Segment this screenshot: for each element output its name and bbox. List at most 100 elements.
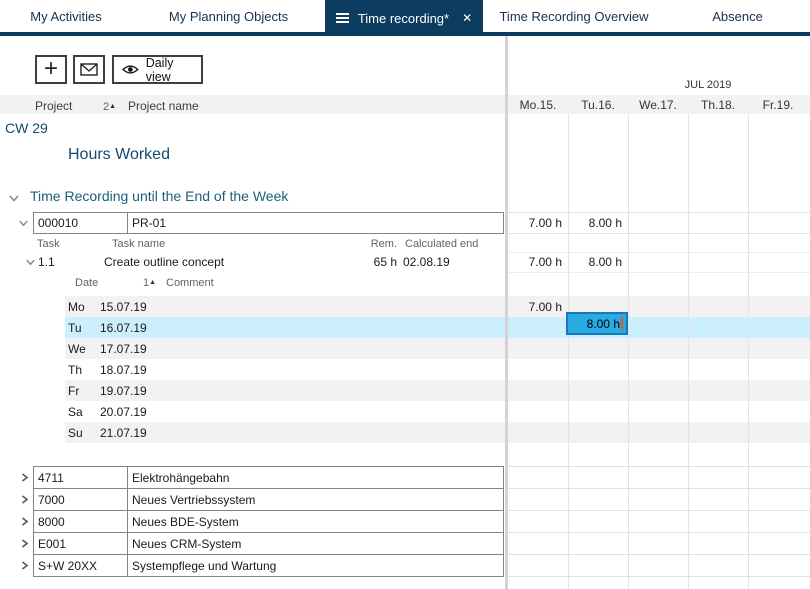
date-value: 21.07.19 bbox=[100, 426, 147, 440]
tab-time-recording[interactable]: Time recording* ✕ bbox=[325, 0, 483, 36]
chevron-right-icon[interactable] bbox=[20, 538, 29, 549]
column-header-date[interactable]: Date bbox=[75, 277, 99, 289]
tab-label: Time recording* bbox=[357, 10, 450, 26]
column-header-task-name[interactable]: Task name bbox=[112, 238, 166, 250]
add-booking-button[interactable]: + bbox=[35, 55, 67, 84]
date-row-mo[interactable]: Mo 15.07.19 bbox=[65, 296, 810, 317]
tab-my-activities[interactable]: My Activities bbox=[0, 0, 132, 32]
project-code-cell[interactable]: 7000 bbox=[33, 488, 128, 511]
sort-indicator-date[interactable]: 1▲ bbox=[143, 277, 157, 289]
task-hours-tu: 8.00 h bbox=[588, 255, 622, 269]
date-value: 16.07.19 bbox=[100, 321, 147, 335]
project-name-cell[interactable]: Systempflege und Wartung bbox=[127, 554, 504, 577]
day-header-we: We.17. bbox=[639, 98, 677, 112]
column-header-project[interactable]: Project bbox=[35, 99, 73, 113]
chevron-right-icon[interactable] bbox=[20, 472, 29, 483]
column-header-calculated-end[interactable]: Calculated end bbox=[405, 238, 479, 250]
day-header-th: Th.18. bbox=[700, 98, 736, 112]
close-icon[interactable]: ✕ bbox=[462, 11, 473, 25]
sort-indicator-project[interactable]: 2▲ bbox=[103, 101, 117, 113]
date-row-fr[interactable]: Fr 19.07.19 bbox=[65, 380, 810, 401]
date-row-tu-selected[interactable]: Tu 16.07.19 bbox=[65, 317, 810, 338]
day-header-fr: Fr.19. bbox=[762, 98, 794, 112]
grid-line bbox=[748, 114, 749, 589]
grid-line bbox=[568, 114, 569, 589]
day-abbrev: Mo bbox=[68, 300, 85, 314]
tab-label: Absence bbox=[712, 8, 763, 24]
date-value: 15.07.19 bbox=[100, 300, 147, 314]
project-name-cell[interactable]: PR-01 bbox=[127, 212, 504, 234]
task-id[interactable]: 1.1 bbox=[38, 255, 55, 269]
daily-view-button[interactable]: Daily view bbox=[112, 55, 203, 84]
day-abbrev: Sa bbox=[68, 405, 83, 419]
grid-line bbox=[508, 233, 810, 234]
day-abbrev: Tu bbox=[68, 321, 82, 335]
date-value: 18.07.19 bbox=[100, 363, 147, 377]
grid-line bbox=[508, 554, 810, 555]
tab-my-planning-objects[interactable]: My Planning Objects bbox=[132, 0, 325, 32]
grid-line bbox=[508, 272, 810, 273]
sort-asc-icon: ▲ bbox=[149, 279, 157, 286]
task-calculated-end: 02.08.19 bbox=[403, 255, 450, 269]
chevron-down-icon[interactable] bbox=[25, 257, 36, 267]
project-name-cell[interactable]: Neues BDE-System bbox=[127, 510, 504, 533]
grid-line bbox=[688, 114, 689, 589]
project-code-cell[interactable]: E001 bbox=[33, 532, 128, 555]
grid-line bbox=[508, 252, 810, 253]
tab-absence[interactable]: Absence bbox=[665, 0, 810, 32]
grid-line bbox=[508, 510, 810, 511]
hours-cell-mo[interactable]: 7.00 h bbox=[528, 300, 562, 314]
project-hours-mo: 7.00 h bbox=[528, 216, 562, 230]
chevron-down-icon[interactable] bbox=[18, 218, 29, 228]
chevron-down-icon[interactable] bbox=[8, 193, 20, 203]
project-code-cell[interactable]: 4711 bbox=[33, 466, 128, 489]
task-remaining-hours: 65 h bbox=[373, 255, 397, 269]
calendar-week-heading: CW 29 bbox=[5, 120, 48, 136]
date-row-sa[interactable]: Sa 20.07.19 bbox=[65, 401, 810, 422]
project-name-cell[interactable]: Elektrohängebahn bbox=[127, 466, 504, 489]
day-abbrev: Fr bbox=[68, 384, 80, 398]
tab-label: My Activities bbox=[30, 8, 102, 24]
grid-line bbox=[508, 466, 810, 467]
chevron-right-icon[interactable] bbox=[20, 516, 29, 527]
grid-line bbox=[628, 114, 629, 589]
tab-label: My Planning Objects bbox=[168, 8, 289, 24]
task-hours-mo: 7.00 h bbox=[528, 255, 562, 269]
tab-bar: My Activities My Planning Objects Time r… bbox=[0, 0, 810, 36]
day-header-mo: Mo.15. bbox=[519, 98, 557, 112]
project-code-cell[interactable]: S+W 20XX bbox=[33, 554, 128, 577]
hours-input-value: 8.00 h bbox=[586, 316, 620, 331]
column-header-task[interactable]: Task bbox=[37, 238, 60, 250]
date-value: 17.07.19 bbox=[100, 342, 147, 356]
project-code-cell[interactable]: 000010 bbox=[33, 212, 128, 234]
column-header-project-name[interactable]: Project name bbox=[128, 99, 199, 113]
chevron-right-icon[interactable] bbox=[20, 560, 29, 571]
date-row-su[interactable]: Su 21.07.19 bbox=[65, 422, 810, 443]
sort-asc-icon: ▲ bbox=[109, 103, 117, 110]
day-abbrev: Th bbox=[68, 363, 83, 377]
column-header-comment[interactable]: Comment bbox=[166, 277, 214, 289]
grid-line bbox=[508, 532, 810, 533]
hours-input-tu[interactable]: 8.00 h bbox=[566, 312, 628, 335]
project-name-cell[interactable]: Neues Vertriebssystem bbox=[127, 488, 504, 511]
tab-time-recording-overview[interactable]: Time Recording Overview bbox=[483, 0, 665, 32]
date-row-we[interactable]: We 17.07.19 bbox=[65, 338, 810, 359]
column-header-rem[interactable]: Rem. bbox=[370, 238, 397, 250]
text-caret bbox=[621, 317, 623, 330]
project-name-cell[interactable]: Neues CRM-System bbox=[127, 532, 504, 555]
plus-icon: + bbox=[43, 54, 58, 82]
menu-icon[interactable] bbox=[335, 13, 349, 23]
task-name[interactable]: Create outline concept bbox=[104, 255, 225, 269]
send-mail-button[interactable] bbox=[73, 55, 105, 84]
project-code-cell[interactable]: 8000 bbox=[33, 510, 128, 533]
grid-line bbox=[508, 576, 810, 577]
month-label: JUL 2019 bbox=[684, 79, 732, 91]
date-row-th[interactable]: Th 18.07.19 bbox=[65, 359, 810, 380]
column-header-band bbox=[0, 95, 810, 114]
group-time-recording-until-week-end[interactable]: Time Recording until the End of the Week bbox=[30, 188, 289, 204]
chevron-right-icon[interactable] bbox=[20, 494, 29, 505]
date-value: 19.07.19 bbox=[100, 384, 147, 398]
day-abbrev: Su bbox=[68, 426, 83, 440]
grid-line bbox=[508, 212, 810, 213]
